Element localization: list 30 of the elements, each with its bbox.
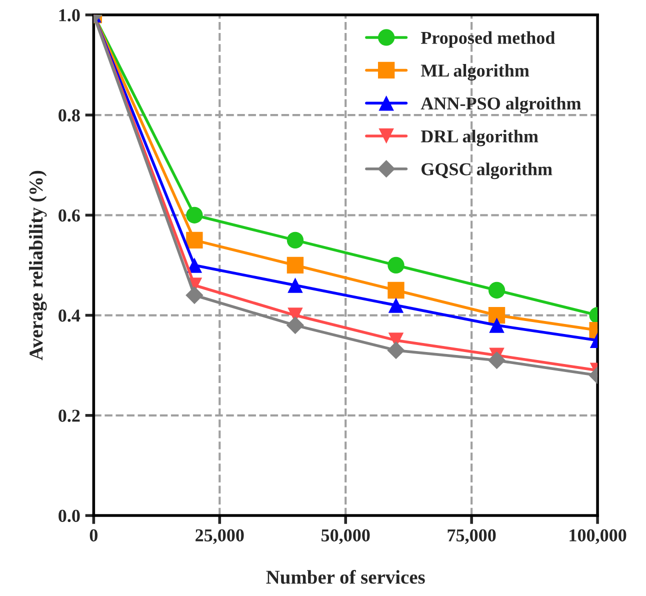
point: [186, 258, 202, 273]
point: [288, 278, 303, 293]
x-tick-label: 25,000: [196, 529, 244, 544]
y-tick-label: 0.4: [58, 310, 80, 322]
y-tick-label: 0.2: [58, 410, 80, 422]
point: [286, 316, 304, 334]
x-axis-title: Number of services: [266, 570, 425, 584]
y-tick-label: 0.0: [58, 510, 80, 522]
point: [388, 282, 404, 299]
y-tick-label: 1.0: [59, 9, 80, 22]
legend-label: ML algorithm: [420, 64, 530, 81]
y-axis-title: Average reliability (%): [29, 170, 47, 360]
x-tick-label: 0: [90, 529, 98, 542]
point: [286, 232, 304, 249]
x-tick-label: 50,000: [322, 529, 370, 544]
legend-label: GQSC algorithm: [422, 162, 552, 180]
point: [387, 341, 405, 360]
x-tick-label: 75,000: [448, 529, 496, 544]
point: [186, 206, 203, 224]
point: [186, 286, 204, 304]
legend-label: Proposed method: [420, 31, 556, 48]
point: [388, 256, 404, 274]
x-tick-label: 100,000: [570, 529, 626, 544]
y-tick-label: 0.6: [58, 209, 80, 222]
point: [186, 232, 203, 249]
point: [388, 298, 404, 313]
legend-label: ANN-PSO algroithm: [420, 96, 581, 114]
legend-label: DRL algorithm: [420, 130, 538, 146]
point: [286, 256, 304, 274]
y-tick-label: 0.8: [58, 109, 80, 122]
